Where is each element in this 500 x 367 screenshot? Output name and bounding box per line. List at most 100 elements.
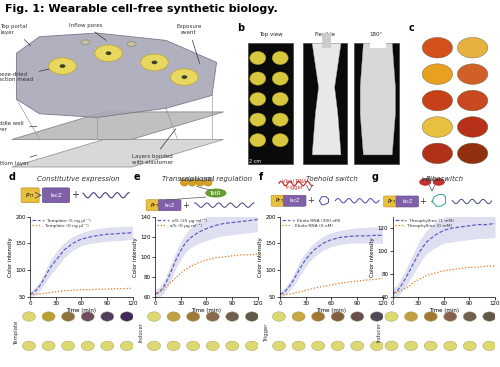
Ellipse shape <box>226 341 239 350</box>
Ellipse shape <box>196 179 204 186</box>
Ellipse shape <box>186 312 200 321</box>
Ellipse shape <box>351 312 364 321</box>
Text: 180°: 180° <box>370 32 383 37</box>
Y-axis label: Color intensity: Color intensity <box>258 237 262 277</box>
Polygon shape <box>12 112 224 139</box>
Ellipse shape <box>206 312 220 321</box>
Ellipse shape <box>94 45 122 61</box>
Text: lacZ: lacZ <box>402 199 412 204</box>
Text: f: f <box>259 172 263 182</box>
Ellipse shape <box>331 341 344 350</box>
Ellipse shape <box>292 341 305 350</box>
Ellipse shape <box>422 117 452 137</box>
Ellipse shape <box>458 143 488 164</box>
Ellipse shape <box>186 341 200 350</box>
Ellipse shape <box>226 312 239 321</box>
Ellipse shape <box>206 189 226 197</box>
Text: Inducer (aTc): Inducer (aTc) <box>180 177 214 182</box>
Text: Freeze-dried
reaction mead: Freeze-dried reaction mead <box>0 67 60 83</box>
Polygon shape <box>312 43 341 155</box>
Text: lacZ: lacZ <box>50 193 62 198</box>
X-axis label: Time (min): Time (min) <box>316 308 346 313</box>
Text: Bottom layer: Bottom layer <box>0 155 37 166</box>
Ellipse shape <box>370 341 384 350</box>
Ellipse shape <box>272 72 288 85</box>
Ellipse shape <box>272 312 285 321</box>
Text: Trigger: Trigger <box>264 323 269 341</box>
Ellipse shape <box>458 37 488 58</box>
Ellipse shape <box>250 72 266 85</box>
Text: +: + <box>71 190 79 200</box>
FancyBboxPatch shape <box>271 195 287 206</box>
Text: +: + <box>182 201 189 210</box>
Ellipse shape <box>170 69 198 86</box>
Legend: + aTc (25 μg ml⁻¹), - aTc (0 μg ml⁻¹): + aTc (25 μg ml⁻¹), - aTc (0 μg ml⁻¹) <box>157 219 206 228</box>
Ellipse shape <box>312 312 324 321</box>
Text: b: b <box>237 23 244 33</box>
Ellipse shape <box>120 341 134 350</box>
Text: Inducer: Inducer <box>139 322 144 342</box>
X-axis label: Time (min): Time (min) <box>66 308 96 313</box>
Text: +: + <box>420 197 426 206</box>
Ellipse shape <box>250 113 266 126</box>
Ellipse shape <box>101 312 114 321</box>
Ellipse shape <box>272 341 285 350</box>
Ellipse shape <box>464 312 476 321</box>
Y-axis label: Color intensity: Color intensity <box>370 237 375 277</box>
FancyBboxPatch shape <box>158 200 181 211</box>
Ellipse shape <box>206 341 220 350</box>
FancyBboxPatch shape <box>384 196 400 207</box>
Ellipse shape <box>180 179 188 186</box>
Text: $P_{T7}$: $P_{T7}$ <box>25 191 35 200</box>
FancyBboxPatch shape <box>146 200 162 211</box>
Polygon shape <box>12 139 224 167</box>
Ellipse shape <box>62 341 74 350</box>
Ellipse shape <box>106 51 112 55</box>
Text: Fig. 1: Wearable cell-free synthetic biology.: Fig. 1: Wearable cell-free synthetic bio… <box>5 4 278 14</box>
Text: Exposure
event: Exposure event <box>176 24 202 63</box>
Ellipse shape <box>48 58 76 74</box>
Legend: + Template (5 ng μl⁻¹), - Template (0 ng μl⁻¹): + Template (5 ng μl⁻¹), - Template (0 ng… <box>32 219 90 228</box>
Ellipse shape <box>81 341 94 350</box>
Text: Viral RNA
trigger: Viral RNA trigger <box>282 179 307 190</box>
Text: $P_{T7}$: $P_{T7}$ <box>387 197 396 206</box>
Text: Inducer: Inducer <box>422 177 442 182</box>
Text: Riboswitch: Riboswitch <box>426 176 464 182</box>
Bar <box>370 36 386 48</box>
Ellipse shape <box>483 341 496 350</box>
Ellipse shape <box>204 179 212 186</box>
Ellipse shape <box>272 134 288 147</box>
Ellipse shape <box>182 75 188 79</box>
Ellipse shape <box>385 312 398 321</box>
X-axis label: Time (min): Time (min) <box>429 308 459 313</box>
Text: +: + <box>307 196 314 205</box>
Ellipse shape <box>422 37 452 58</box>
Ellipse shape <box>167 341 180 350</box>
Ellipse shape <box>42 341 55 350</box>
Text: Top portal
layer: Top portal layer <box>0 24 30 46</box>
Ellipse shape <box>312 341 324 350</box>
Ellipse shape <box>424 312 437 321</box>
Ellipse shape <box>444 312 457 321</box>
Ellipse shape <box>148 341 160 350</box>
Ellipse shape <box>385 341 398 350</box>
FancyBboxPatch shape <box>42 188 70 203</box>
Text: Inflow pores: Inflow pores <box>69 22 106 40</box>
Ellipse shape <box>483 312 496 321</box>
Text: e: e <box>134 172 140 182</box>
Text: Top view: Top view <box>259 32 282 37</box>
Ellipse shape <box>62 312 74 321</box>
Text: Constitutive expression: Constitutive expression <box>37 176 120 182</box>
Ellipse shape <box>370 312 384 321</box>
Text: Toehold switch: Toehold switch <box>306 176 358 182</box>
Ellipse shape <box>246 312 258 321</box>
Ellipse shape <box>420 179 431 185</box>
Ellipse shape <box>331 312 344 321</box>
Ellipse shape <box>292 312 305 321</box>
Bar <box>354 43 399 164</box>
FancyBboxPatch shape <box>284 195 306 206</box>
Ellipse shape <box>272 113 288 126</box>
Text: g: g <box>371 172 378 182</box>
Bar <box>322 33 332 48</box>
Polygon shape <box>360 43 396 155</box>
